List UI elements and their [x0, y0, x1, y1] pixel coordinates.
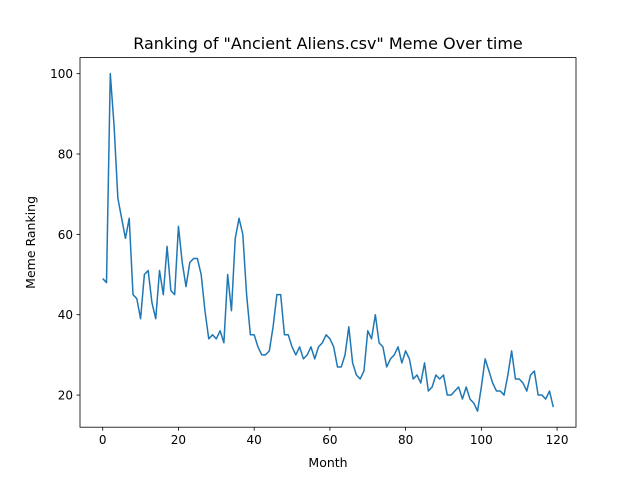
x-tick-label: 120: [546, 433, 569, 447]
x-tick-label: 80: [398, 433, 413, 447]
x-axis-label: Month: [308, 455, 347, 470]
y-axis-label: Meme Ranking: [23, 196, 38, 289]
x-tick-label: 20: [171, 433, 186, 447]
y-tick-label: 20: [58, 389, 73, 403]
x-tick-label: 100: [470, 433, 493, 447]
x-tick-label: 40: [247, 433, 262, 447]
chart-title: Ranking of "Ancient Aliens.csv" Meme Ove…: [133, 34, 523, 53]
x-tick-label: 60: [322, 433, 337, 447]
plot-area: [102, 72, 555, 412]
y-axis: 20 40 60 80 100: [50, 67, 80, 403]
y-tick-label: 100: [50, 67, 73, 81]
series-line-0: [102, 72, 555, 412]
x-axis: 0 20 40 60 80 100 120: [99, 427, 569, 447]
x-tick-label: 0: [99, 433, 107, 447]
plot-frame: [79, 57, 577, 428]
y-tick-label: 80: [58, 148, 73, 162]
y-tick-label: 60: [58, 228, 73, 242]
y-tick-label: 40: [58, 308, 73, 322]
